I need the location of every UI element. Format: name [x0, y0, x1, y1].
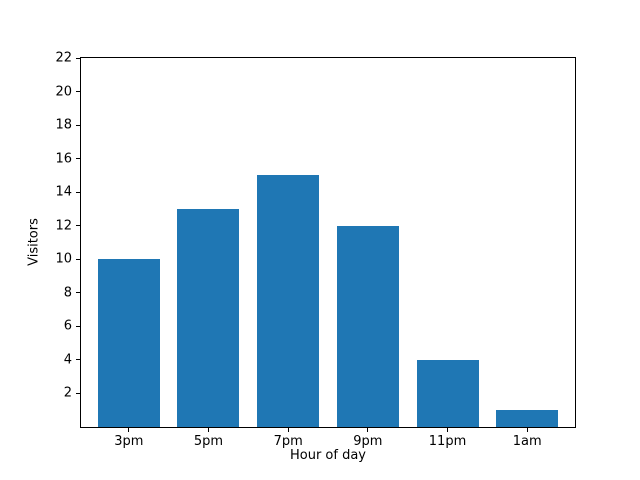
y-tick-label: 10 — [55, 251, 72, 267]
y-tick-mark — [76, 158, 80, 160]
bar-1am — [496, 410, 559, 427]
y-tick-mark — [76, 57, 80, 59]
x-tick-label: 3pm — [114, 434, 144, 449]
bar-11pm — [416, 359, 479, 427]
y-tick-mark — [76, 392, 80, 394]
x-tick-label: 7pm — [273, 434, 303, 449]
y-tick-mark — [76, 91, 80, 93]
y-tick-mark — [76, 225, 80, 227]
bar-3pm — [97, 259, 160, 427]
x-tick-mark — [447, 428, 449, 432]
y-tick-mark — [76, 124, 80, 126]
y-tick-mark — [76, 325, 80, 327]
y-tick-mark — [76, 258, 80, 260]
y-tick-label: 6 — [63, 318, 72, 334]
x-tick-mark — [367, 428, 369, 432]
y-tick-label: 2 — [63, 385, 72, 401]
y-tick-label: 18 — [55, 117, 72, 133]
y-tick-label: 4 — [63, 352, 72, 368]
y-tick-label: 22 — [55, 50, 72, 66]
y-tick-label: 16 — [55, 151, 72, 167]
x-tick-mark — [207, 428, 209, 432]
x-tick-mark — [128, 428, 130, 432]
y-tick-mark — [76, 292, 80, 294]
x-tick-mark — [526, 428, 528, 432]
y-tick-mark — [76, 359, 80, 361]
plot-area: 2 4 6 8 10 12 14 16 18 20 22 3pm 5pm 7pm 9pm 11pm 1am — [55, 52, 576, 449]
x-tick-label: 5pm — [193, 434, 224, 449]
x-tick-label: 11pm — [428, 434, 467, 449]
y-axis-label: Visitors — [26, 218, 42, 266]
bar-9pm — [336, 225, 399, 427]
bar-7pm — [257, 175, 320, 427]
x-tick-mark — [287, 428, 289, 432]
x-axis-label: Hour of day — [289, 448, 367, 463]
y-tick-label: 20 — [55, 84, 72, 100]
y-tick-label: 8 — [63, 285, 72, 301]
y-tick-mark — [76, 191, 80, 193]
x-tick-label: 1am — [512, 434, 542, 449]
y-tick-label: 14 — [55, 184, 72, 200]
x-tick-label: 9pm — [353, 434, 383, 449]
y-tick-label: 12 — [55, 218, 72, 234]
bar-5pm — [177, 208, 240, 427]
